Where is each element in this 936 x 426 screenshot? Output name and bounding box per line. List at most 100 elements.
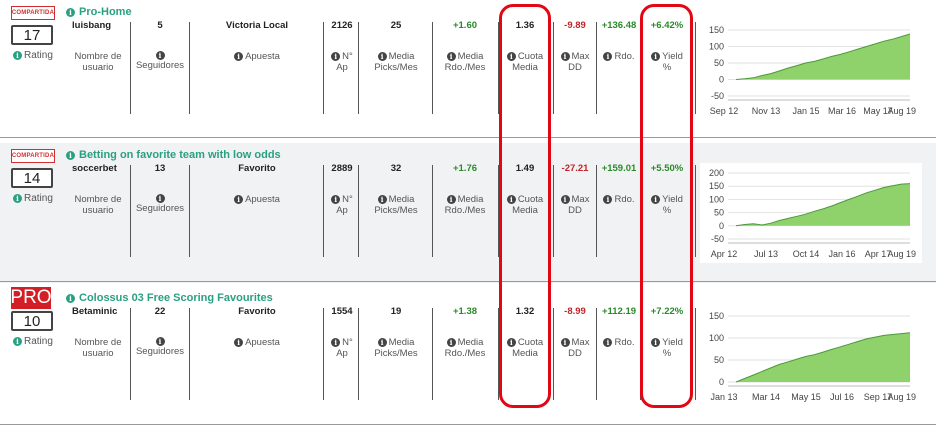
rating-label-text: Rating bbox=[24, 336, 53, 347]
label-text: Seguidores bbox=[135, 60, 185, 71]
stat-rdomes-label: i Media Rdo./Mes bbox=[436, 194, 494, 216]
tipster-title-text: Betting on favorite team with low odds bbox=[79, 149, 281, 161]
chart-x-tick: Mar 16 bbox=[828, 106, 856, 116]
stat-usuario-value[interactable]: luisbang bbox=[72, 20, 112, 31]
stat-picks: 25 i Media Picks/Mes bbox=[366, 20, 426, 73]
column-divider bbox=[323, 22, 324, 114]
stat-nap: 2889 i N° Ap bbox=[329, 163, 355, 216]
stat-picks: 32 i Media Picks/Mes bbox=[366, 163, 426, 216]
tipster-title[interactable]: i Colossus 03 Free Scoring Favourites bbox=[66, 292, 273, 304]
stat-seguidores-label: i Seguidores bbox=[133, 337, 187, 357]
chart-x-tick: Aug 19 bbox=[887, 249, 916, 259]
info-icon: i bbox=[13, 51, 22, 60]
label-text: DD bbox=[568, 205, 582, 216]
stat-usuario-value[interactable]: soccerbet bbox=[72, 163, 117, 174]
info-icon: i bbox=[651, 195, 661, 204]
chart-y-tick: 100 bbox=[709, 194, 724, 204]
label-line: i Max bbox=[560, 337, 589, 348]
highlight-cuota-oval bbox=[499, 4, 551, 408]
label-line: i Apuesta bbox=[234, 51, 280, 62]
label-text: Picks/Mes bbox=[374, 348, 418, 359]
info-icon: i bbox=[446, 338, 456, 347]
label-text: DD bbox=[568, 348, 582, 359]
tipster-row: COMPARTIDA i Betting on favorite team with… bbox=[0, 143, 936, 283]
info-icon: i bbox=[155, 194, 165, 203]
stat-apuesta-label: i Apuesta bbox=[197, 51, 317, 62]
chart-line bbox=[735, 332, 911, 383]
stat-maxdd-value: -27.21 bbox=[561, 163, 589, 174]
chart-x-tick: Jan 13 bbox=[710, 392, 737, 402]
label-text: Cuota bbox=[517, 337, 544, 348]
stat-apuesta: Favorito i Apuesta bbox=[197, 306, 317, 348]
stat-cuota: 1.49 i Cuota Media bbox=[503, 163, 547, 216]
label-line: i Apuesta bbox=[234, 337, 280, 348]
column-divider bbox=[498, 165, 499, 257]
info-icon: i bbox=[331, 52, 341, 61]
column-divider bbox=[432, 165, 433, 257]
chart-x-tick: Aug 19 bbox=[887, 392, 916, 402]
chart-line bbox=[735, 33, 911, 80]
stat-rdo-label: i Rdo. bbox=[599, 194, 639, 205]
label-line: i Rdo. bbox=[603, 194, 635, 205]
label-text: Ap bbox=[336, 62, 348, 73]
label-line: i bbox=[155, 194, 165, 203]
label-text: Media bbox=[512, 348, 538, 359]
info-icon: i bbox=[603, 52, 613, 61]
label-text: Media bbox=[457, 194, 484, 205]
info-icon: i bbox=[506, 338, 516, 347]
stat-rdomes-label: i Media Rdo./Mes bbox=[436, 51, 494, 73]
compartida-badge: COMPARTIDA bbox=[11, 149, 55, 163]
label-line: i Media bbox=[377, 337, 415, 348]
label-text: % bbox=[662, 205, 672, 216]
chart-area bbox=[736, 34, 910, 80]
label-line: i Yield bbox=[651, 337, 683, 348]
info-icon: i bbox=[331, 338, 341, 347]
stat-usuario: luisbang Nombre de usuario bbox=[72, 20, 124, 73]
stat-maxdd-label: i Max DD bbox=[557, 194, 593, 216]
stat-rdomes-label: i Media Rdo./Mes bbox=[436, 337, 494, 359]
stat-picks-label: i Media Picks/Mes bbox=[366, 51, 426, 73]
label-text: % bbox=[662, 348, 672, 359]
info-icon: i bbox=[651, 338, 661, 347]
tipster-title[interactable]: i Betting on favorite team with low odds bbox=[66, 149, 281, 161]
stat-nap-label: i N° Ap bbox=[329, 337, 355, 359]
profit-chart: 150 100 50 0 Jan 13 Mar 14 May 15 Jul 16 Sep 17 A… bbox=[700, 306, 922, 406]
info-icon: i bbox=[506, 52, 516, 61]
stat-cuota: 1.36 i Cuota Media bbox=[503, 20, 547, 73]
tipster-title[interactable]: i Pro-Home bbox=[66, 6, 132, 18]
tipster-row: COMPARTIDA i Pro-Home 17 i Rating luisbang Nomb… bbox=[0, 0, 936, 138]
stat-rdo: +159.01 i Rdo. bbox=[599, 163, 639, 205]
stat-rdo: +112.19 i Rdo. bbox=[599, 306, 639, 348]
stat-seguidores-value: 22 bbox=[154, 306, 166, 317]
stat-usuario-label: Nombre de usuario bbox=[72, 194, 124, 216]
label-text: Media bbox=[388, 337, 415, 348]
stat-yield: +6.42% i Yield% bbox=[645, 20, 689, 73]
label-line: i Apuesta bbox=[234, 194, 280, 205]
stat-yield: +5.50% i Yield% bbox=[645, 163, 689, 216]
stat-cuota: 1.32 i Cuota Media bbox=[503, 306, 547, 359]
info-icon: i bbox=[560, 52, 570, 61]
stat-picks-value: 19 bbox=[390, 306, 402, 317]
info-icon: i bbox=[446, 52, 456, 61]
chart-x-tick: Jul 13 bbox=[754, 249, 778, 259]
chart-area bbox=[736, 332, 910, 382]
chart-x-tick: Jan 16 bbox=[828, 249, 855, 259]
label-line: i Max bbox=[560, 51, 589, 62]
stat-usuario-label: Nombre de usuario bbox=[72, 337, 124, 359]
label-line: i Cuota bbox=[506, 51, 543, 62]
stat-picks-label: i Media Picks/Mes bbox=[366, 337, 426, 359]
column-divider bbox=[189, 308, 190, 400]
stat-nap-value: 2126 bbox=[331, 20, 353, 31]
label-line: i Rdo. bbox=[603, 51, 635, 62]
stat-nap: 2126 i N° Ap bbox=[329, 20, 355, 73]
column-divider bbox=[596, 22, 597, 114]
label-line: i N° bbox=[331, 51, 353, 62]
column-divider bbox=[323, 165, 324, 257]
column-divider bbox=[130, 308, 131, 400]
label-text: Media bbox=[512, 62, 538, 73]
chart-y-tick: 0 bbox=[719, 377, 724, 387]
stat-nap-value: 2889 bbox=[331, 163, 353, 174]
chart-x-tick: Apr 17 bbox=[865, 249, 892, 259]
stat-usuario-value[interactable]: Betaminic bbox=[72, 306, 118, 317]
stat-yield-label: i Yield% bbox=[645, 337, 689, 359]
